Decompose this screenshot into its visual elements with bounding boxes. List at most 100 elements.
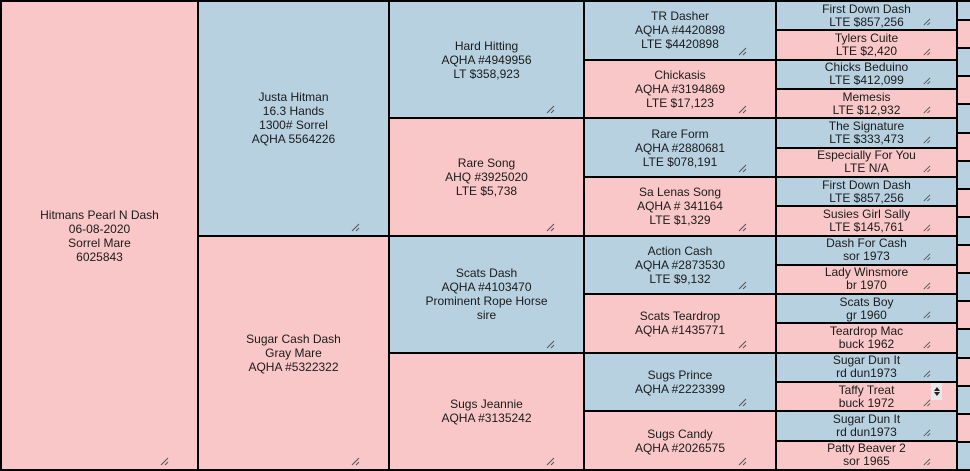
- gen6-cell[interactable]: [958, 21, 970, 48]
- cell-sugar-dun-it-1[interactable]: Sugar Dun It rd dun1973: [777, 353, 956, 382]
- scrollbar-spinner[interactable]: [931, 383, 942, 401]
- resize-grip-icon[interactable]: [922, 135, 932, 145]
- scroll-down-icon[interactable]: [933, 391, 940, 396]
- cell-lady-winsmore[interactable]: Lady Winsmore br 1970: [777, 265, 956, 294]
- resize-grip-icon[interactable]: [737, 397, 747, 407]
- cell-tr-dasher[interactable]: TR Dasher AQHA #4420898 LTE $4420898: [585, 2, 775, 59]
- horse-info: TR Dasher AQHA #4420898 LTE $4420898: [634, 9, 726, 52]
- horse-info: The Signature LTE $333,473: [828, 119, 905, 146]
- cell-sugs-jeannie[interactable]: Sugs Jeannie AQHA #3135242: [390, 353, 583, 469]
- scroll-up-icon[interactable]: [933, 386, 940, 391]
- resize-grip-icon[interactable]: [545, 104, 555, 114]
- horse-info: Susies Girl Sally LTE $145,761: [822, 207, 911, 234]
- gen6-cell[interactable]: [958, 77, 970, 104]
- cell-action-cash[interactable]: Action Cash AQHA #2873530 LTE $9,132: [585, 236, 775, 294]
- cell-justa-hitman[interactable]: Justa Hitman 16.3 Hands 1300# Sorrel AQH…: [199, 2, 388, 235]
- horse-info: Scats Teardrop AQHA #1435771: [634, 309, 726, 338]
- resize-grip-icon[interactable]: [922, 340, 932, 350]
- resize-grip-icon[interactable]: [922, 105, 932, 115]
- horse-info: Sugar Dun It rd dun1973: [832, 353, 901, 381]
- cell-hard-hitting[interactable]: Hard Hitting AQHA #4949956 LT $358,923: [390, 2, 583, 118]
- gen6-cell[interactable]: [958, 49, 970, 76]
- cell-rare-form[interactable]: Rare Form AQHA #2880681 LTE $078,191: [585, 119, 775, 176]
- resize-grip-icon[interactable]: [922, 47, 932, 57]
- resize-grip-icon[interactable]: [350, 222, 360, 232]
- gen6-cell[interactable]: [958, 189, 970, 216]
- resize-grip-icon[interactable]: [922, 428, 932, 438]
- cell-first-down-dash-2[interactable]: First Down Dash LTE $857,256: [777, 177, 956, 206]
- horse-info: Sa Lenas Song AQHA # 341164 LTE $1,329: [637, 185, 723, 228]
- horse-info: Taffy Treat buck 1972: [838, 383, 895, 410]
- resize-grip-icon[interactable]: [922, 17, 932, 27]
- cell-susies-girl-sally[interactable]: Susies Girl Sally LTE $145,761: [777, 207, 956, 235]
- horse-info: First Down Dash LTE $857,256: [822, 177, 911, 205]
- cell-scats-boy[interactable]: Scats Boy gr 1960: [777, 295, 956, 323]
- cell-scats-teardrop[interactable]: Scats Teardrop AQHA #1435771: [585, 295, 775, 352]
- resize-grip-icon[interactable]: [922, 252, 932, 262]
- resize-grip-icon[interactable]: [350, 456, 360, 466]
- horse-info: Sugar Dun It rd dun1973: [832, 412, 901, 440]
- cell-especially-for-you[interactable]: Especially For You LTE N/A: [777, 148, 956, 176]
- gen6-cell[interactable]: [958, 105, 970, 132]
- cell-teardrop-mac[interactable]: Teardrop Mac buck 1962: [777, 324, 956, 352]
- horse-info: Memesis LTE $12,932: [832, 89, 901, 117]
- gen6-cell[interactable]: [958, 358, 970, 385]
- resize-grip-icon[interactable]: [737, 280, 747, 290]
- resize-grip-icon[interactable]: [737, 46, 747, 56]
- cell-hitmans-pearl-n-dash[interactable]: Hitmans Pearl N Dash 06-08-2020 Sorrel M…: [2, 2, 197, 469]
- cell-sugs-candy[interactable]: Sugs Candy AQHA #2026575: [585, 412, 775, 469]
- horse-info: Sugar Cash Dash Gray Mare AQHA #5322322: [246, 331, 341, 374]
- resize-grip-icon[interactable]: [922, 310, 932, 320]
- generation-column-1: Hitmans Pearl N Dash 06-08-2020 Sorrel M…: [2, 2, 197, 469]
- cell-taffy-treat[interactable]: Taffy Treat buck 1972: [777, 383, 956, 411]
- gen6-cell[interactable]: [958, 330, 970, 357]
- cell-sugar-dun-it-2[interactable]: Sugar Dun It rd dun1973: [777, 412, 956, 440]
- resize-grip-icon[interactable]: [922, 164, 932, 174]
- horse-info: Chicks Beduino LTE $412,099: [824, 60, 909, 88]
- gen6-cell[interactable]: [958, 2, 970, 19]
- cell-memesis[interactable]: Memesis LTE $12,932: [777, 89, 956, 118]
- gen6-cell[interactable]: [958, 246, 970, 273]
- resize-grip-icon[interactable]: [922, 76, 932, 86]
- resize-grip-icon[interactable]: [545, 456, 555, 466]
- resize-grip-icon[interactable]: [737, 222, 747, 232]
- resize-grip-icon[interactable]: [922, 398, 932, 408]
- cell-sugs-prince[interactable]: Sugs Prince AQHA #2223399: [585, 353, 775, 411]
- cell-rare-song[interactable]: Rare Song AHQ #3925020 LTE $5,738: [390, 119, 583, 235]
- cell-scats-dash[interactable]: Scats Dash AQHA #4103470 Prominent Rope …: [390, 236, 583, 352]
- gen6-cell[interactable]: [958, 133, 970, 160]
- horse-info: Justa Hitman 16.3 Hands 1300# Sorrel AQH…: [251, 90, 336, 147]
- cell-tylers-cuite[interactable]: Tylers Cuite LTE $2,420: [777, 31, 956, 59]
- resize-grip-icon[interactable]: [922, 369, 932, 379]
- cell-sa-lenas-song[interactable]: Sa Lenas Song AQHA # 341164 LTE $1,329: [585, 177, 775, 235]
- gen6-cell[interactable]: [958, 442, 970, 469]
- horse-info: Hitmans Pearl N Dash 06-08-2020 Sorrel M…: [40, 207, 159, 264]
- gen6-cell[interactable]: [958, 217, 970, 244]
- resize-grip-icon[interactable]: [545, 339, 555, 349]
- cell-dash-for-cash[interactable]: Dash For Cash sor 1973: [777, 236, 956, 264]
- resize-grip-icon[interactable]: [737, 339, 747, 349]
- resize-grip-icon[interactable]: [922, 193, 932, 203]
- resize-grip-icon[interactable]: [737, 456, 747, 466]
- resize-grip-icon[interactable]: [737, 104, 747, 114]
- resize-grip-icon[interactable]: [545, 222, 555, 232]
- resize-grip-icon[interactable]: [922, 281, 932, 291]
- horse-info: Lady Winsmore br 1970: [824, 265, 909, 293]
- cell-patty-beaver-2[interactable]: Patty Beaver 2 sor 1965: [777, 441, 956, 469]
- resize-grip-icon[interactable]: [922, 457, 932, 467]
- cell-the-signature[interactable]: The Signature LTE $333,473: [777, 119, 956, 147]
- cell-chickasis[interactable]: Chickasis AQHA #3194869 LTE $17,123: [585, 60, 775, 118]
- gen6-cell[interactable]: [958, 302, 970, 329]
- cell-sugar-cash-dash[interactable]: Sugar Cash Dash Gray Mare AQHA #5322322: [199, 236, 388, 469]
- gen6-cell[interactable]: [958, 386, 970, 413]
- resize-grip-icon[interactable]: [159, 456, 169, 466]
- horse-info: Rare Form AQHA #2880681 LTE $078,191: [634, 126, 726, 169]
- gen6-cell[interactable]: [958, 414, 970, 441]
- resize-grip-icon[interactable]: [737, 163, 747, 173]
- gen6-cell[interactable]: [958, 274, 970, 301]
- gen6-cell[interactable]: [958, 161, 970, 188]
- generation-column-3: Hard Hitting AQHA #4949956 LT $358,923 R…: [390, 2, 583, 469]
- cell-chicks-beduino[interactable]: Chicks Beduino LTE $412,099: [777, 60, 956, 88]
- resize-grip-icon[interactable]: [922, 223, 932, 233]
- cell-first-down-dash-1[interactable]: First Down Dash LTE $857,256: [777, 2, 956, 30]
